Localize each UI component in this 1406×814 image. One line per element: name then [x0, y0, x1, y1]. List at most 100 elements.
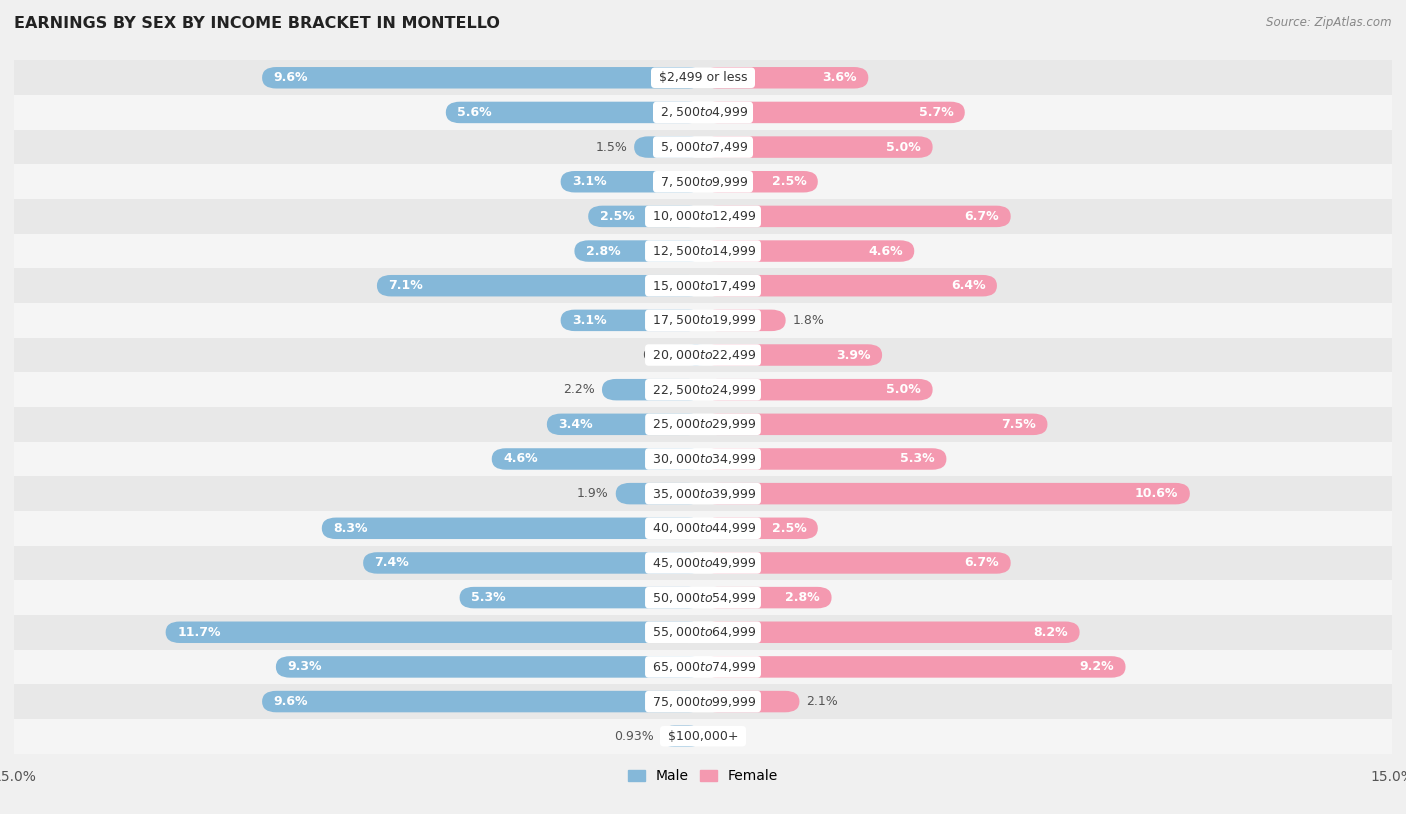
Text: 9.2%: 9.2% — [1080, 660, 1114, 673]
Text: 3.6%: 3.6% — [823, 72, 856, 85]
Text: 1.5%: 1.5% — [595, 141, 627, 154]
Text: 9.6%: 9.6% — [274, 695, 308, 708]
FancyBboxPatch shape — [703, 656, 1126, 678]
Text: 2.5%: 2.5% — [599, 210, 634, 223]
Text: 5.3%: 5.3% — [471, 591, 506, 604]
FancyBboxPatch shape — [602, 379, 703, 400]
Text: 9.3%: 9.3% — [287, 660, 322, 673]
FancyBboxPatch shape — [703, 518, 818, 539]
Text: $15,000 to $17,499: $15,000 to $17,499 — [648, 278, 758, 293]
FancyBboxPatch shape — [276, 656, 703, 678]
Text: 5.7%: 5.7% — [918, 106, 953, 119]
FancyBboxPatch shape — [561, 171, 703, 192]
FancyBboxPatch shape — [703, 622, 1080, 643]
FancyBboxPatch shape — [703, 379, 932, 400]
Text: 5.0%: 5.0% — [886, 141, 921, 154]
Text: 5.0%: 5.0% — [886, 383, 921, 396]
Legend: Male, Female: Male, Female — [623, 764, 783, 789]
Bar — [14, 476, 1392, 511]
FancyBboxPatch shape — [661, 725, 703, 747]
Text: 2.2%: 2.2% — [564, 383, 595, 396]
Text: $55,000 to $64,999: $55,000 to $64,999 — [648, 625, 758, 639]
Bar — [14, 164, 1392, 199]
Text: $2,500 to $4,999: $2,500 to $4,999 — [657, 106, 749, 120]
Text: $5,000 to $7,499: $5,000 to $7,499 — [657, 140, 749, 154]
Text: $35,000 to $39,999: $35,000 to $39,999 — [648, 487, 758, 501]
FancyBboxPatch shape — [561, 309, 703, 331]
Text: 2.5%: 2.5% — [772, 522, 807, 535]
Text: $17,500 to $19,999: $17,500 to $19,999 — [648, 313, 758, 327]
Text: 11.7%: 11.7% — [177, 626, 221, 639]
FancyBboxPatch shape — [446, 102, 703, 123]
FancyBboxPatch shape — [588, 206, 703, 227]
FancyBboxPatch shape — [703, 344, 882, 365]
Text: 7.1%: 7.1% — [388, 279, 423, 292]
Text: $7,500 to $9,999: $7,500 to $9,999 — [657, 175, 749, 189]
Bar — [14, 372, 1392, 407]
Text: 4.6%: 4.6% — [503, 453, 538, 466]
FancyBboxPatch shape — [703, 206, 1011, 227]
FancyBboxPatch shape — [547, 414, 703, 435]
Bar — [14, 650, 1392, 685]
Text: 1.8%: 1.8% — [793, 314, 824, 327]
Text: $50,000 to $54,999: $50,000 to $54,999 — [648, 591, 758, 605]
Bar — [14, 199, 1392, 234]
FancyBboxPatch shape — [363, 552, 703, 574]
Text: Source: ZipAtlas.com: Source: ZipAtlas.com — [1267, 16, 1392, 29]
Text: 6.7%: 6.7% — [965, 210, 1000, 223]
Bar — [14, 580, 1392, 615]
Bar — [14, 269, 1392, 303]
FancyBboxPatch shape — [322, 518, 703, 539]
Text: 2.8%: 2.8% — [786, 591, 820, 604]
FancyBboxPatch shape — [689, 344, 703, 365]
FancyBboxPatch shape — [460, 587, 703, 608]
FancyBboxPatch shape — [703, 449, 946, 470]
Text: 5.3%: 5.3% — [900, 453, 935, 466]
Text: 10.6%: 10.6% — [1135, 487, 1178, 500]
Text: $2,499 or less: $2,499 or less — [655, 72, 751, 85]
Bar — [14, 60, 1392, 95]
FancyBboxPatch shape — [703, 691, 800, 712]
Text: 2.1%: 2.1% — [807, 695, 838, 708]
FancyBboxPatch shape — [703, 483, 1189, 505]
Text: 0.31%: 0.31% — [643, 348, 682, 361]
FancyBboxPatch shape — [703, 587, 831, 608]
Text: $22,500 to $24,999: $22,500 to $24,999 — [648, 383, 758, 396]
Bar — [14, 407, 1392, 442]
Text: 3.4%: 3.4% — [558, 418, 593, 431]
Text: $75,000 to $99,999: $75,000 to $99,999 — [648, 694, 758, 708]
FancyBboxPatch shape — [703, 136, 932, 158]
FancyBboxPatch shape — [616, 483, 703, 505]
FancyBboxPatch shape — [703, 309, 786, 331]
Text: $25,000 to $29,999: $25,000 to $29,999 — [650, 418, 756, 431]
Bar — [14, 511, 1392, 545]
Bar — [14, 615, 1392, 650]
Bar — [14, 303, 1392, 338]
Text: $12,500 to $14,999: $12,500 to $14,999 — [648, 244, 758, 258]
Text: $100,000+: $100,000+ — [664, 729, 742, 742]
FancyBboxPatch shape — [166, 622, 703, 643]
Text: 9.6%: 9.6% — [274, 72, 308, 85]
Text: $65,000 to $74,999: $65,000 to $74,999 — [648, 660, 758, 674]
FancyBboxPatch shape — [262, 691, 703, 712]
Text: $30,000 to $34,999: $30,000 to $34,999 — [648, 452, 758, 466]
Text: 4.6%: 4.6% — [868, 244, 903, 257]
FancyBboxPatch shape — [703, 275, 997, 296]
Text: $10,000 to $12,499: $10,000 to $12,499 — [648, 209, 758, 223]
FancyBboxPatch shape — [703, 414, 1047, 435]
FancyBboxPatch shape — [575, 240, 703, 262]
Text: $40,000 to $44,999: $40,000 to $44,999 — [648, 521, 758, 536]
FancyBboxPatch shape — [262, 67, 703, 89]
FancyBboxPatch shape — [703, 171, 818, 192]
Bar — [14, 234, 1392, 269]
FancyBboxPatch shape — [377, 275, 703, 296]
Text: 2.8%: 2.8% — [586, 244, 620, 257]
FancyBboxPatch shape — [703, 102, 965, 123]
Text: 1.9%: 1.9% — [576, 487, 609, 500]
Text: $20,000 to $22,499: $20,000 to $22,499 — [648, 348, 758, 362]
Bar — [14, 685, 1392, 719]
Text: 3.1%: 3.1% — [572, 314, 607, 327]
Text: EARNINGS BY SEX BY INCOME BRACKET IN MONTELLO: EARNINGS BY SEX BY INCOME BRACKET IN MON… — [14, 16, 501, 31]
Text: 7.4%: 7.4% — [374, 557, 409, 570]
Bar — [14, 442, 1392, 476]
